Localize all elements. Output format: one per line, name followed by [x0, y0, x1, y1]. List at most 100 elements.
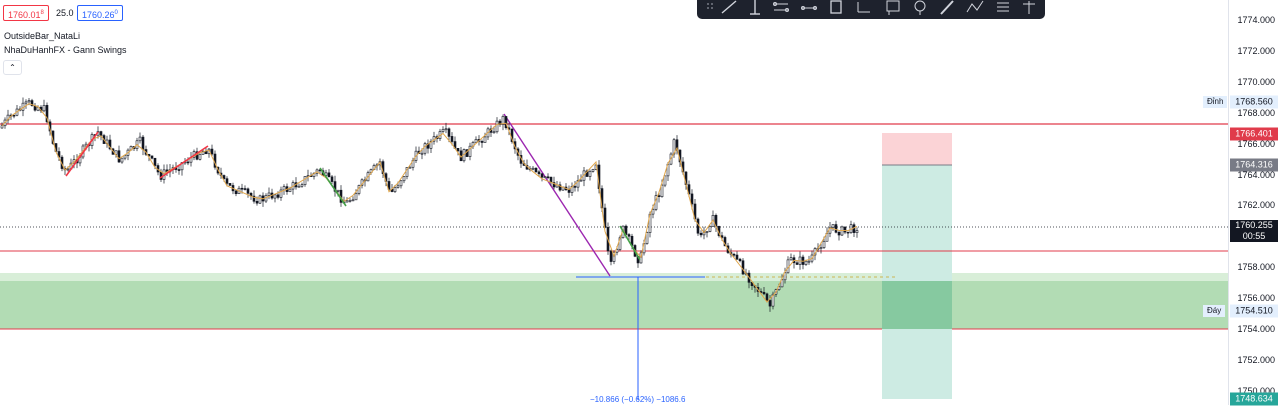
bid-price: 1760.01: [8, 10, 41, 20]
candle-body: [444, 128, 448, 131]
swing-segment-green-1: [319, 167, 347, 207]
candle-body: [846, 231, 850, 234]
candle-body: [246, 188, 250, 194]
candle-body: [495, 120, 499, 133]
parallel-channel-icon[interactable]: [771, 0, 791, 16]
candle-body: [696, 218, 700, 234]
drawing-toolbar[interactable]: [697, 0, 1045, 19]
candle-body: [663, 175, 667, 186]
ask-price-box[interactable]: 1760.260: [77, 5, 123, 21]
candle-body: [123, 155, 127, 159]
current-price-label: 1760.255 00:55: [1230, 220, 1278, 242]
candle-body: [552, 182, 556, 188]
candle-body: [222, 175, 226, 179]
candle-body: [423, 143, 427, 154]
candle-body: [441, 129, 445, 132]
bid-price-box[interactable]: 1760.018: [3, 5, 49, 21]
candle-body: [99, 131, 103, 136]
candle-body: [732, 253, 736, 256]
candle-body: [210, 148, 214, 155]
candle-body: [645, 232, 649, 244]
vertical-line-icon[interactable]: [745, 0, 765, 16]
price-tick: 1770.000: [1237, 76, 1275, 87]
candle-body: [543, 176, 547, 179]
price-axis[interactable]: 1774.000 1772.000 1770.000 1768.000 1766.000…: [1203, 0, 1280, 406]
candle-body: [117, 150, 121, 163]
chevron-up-icon: ⌃: [9, 63, 16, 72]
candle-body: [795, 262, 799, 265]
candle-body: [330, 176, 334, 182]
candle-body: [198, 154, 202, 160]
dots-grip-icon[interactable]: [703, 0, 723, 16]
gann-swing-line: [1, 103, 858, 303]
candle-body: [240, 187, 244, 190]
price-tick: 1766.000: [1237, 138, 1275, 149]
candle-body: [783, 272, 787, 281]
candle-body: [252, 195, 256, 202]
spread-value: 25.0: [56, 8, 74, 18]
high-tag: Đỉnh: [1203, 96, 1228, 108]
stack-icon[interactable]: [993, 0, 1013, 16]
anchor-icon[interactable]: [1019, 0, 1039, 16]
candle-body: [12, 114, 16, 117]
path-icon[interactable]: [965, 0, 985, 16]
candle-body: [591, 169, 595, 172]
chart-area[interactable]: 1760.018 25.0 1760.260 OutsideBar_NataLi…: [0, 0, 1228, 405]
price-tick: 1750.000: [1237, 385, 1275, 396]
candle-body: [408, 166, 412, 169]
rectangle-icon[interactable]: [826, 0, 846, 16]
horizontal-ray-icon[interactable]: [799, 0, 819, 16]
candle-body: [177, 169, 181, 171]
candle-body: [396, 185, 400, 188]
candle-body: [657, 195, 661, 198]
price-plot[interactable]: [0, 0, 1228, 405]
candle-body: [504, 116, 508, 129]
candle-body: [447, 128, 451, 137]
price-tick: 1754.000: [1237, 324, 1275, 334]
candle-body: [579, 179, 583, 182]
brush-icon[interactable]: [937, 0, 957, 16]
short-position-risk[interactable]: [882, 133, 952, 165]
candle-body: [450, 136, 454, 142]
candle-body: [804, 260, 808, 265]
candle-body: [831, 224, 835, 228]
entry-label: 1764.316: [1230, 158, 1278, 172]
candle-body: [585, 170, 589, 177]
candle-body: [843, 226, 847, 233]
candle-body: [741, 260, 745, 275]
candle-body: [558, 184, 562, 191]
swing-segment-red-1: [65, 131, 99, 177]
candle-body: [771, 293, 775, 307]
ray-icon[interactable]: [854, 0, 874, 16]
candle-body: [609, 250, 613, 262]
candle-body: [420, 152, 424, 155]
trend-line[interactable]: [503, 113, 611, 277]
candle-body: [282, 186, 286, 191]
candle-body: [429, 140, 433, 149]
candle-body: [141, 136, 145, 150]
flag-icon[interactable]: [883, 0, 903, 16]
resistance-label: 1766.401: [1230, 127, 1278, 141]
candle-body: [186, 161, 190, 164]
candle-body: [534, 167, 538, 173]
ask-price: 1760.26: [82, 10, 115, 20]
indicator-gann-swings[interactable]: NhaDuHanhFX - Gann Swings: [4, 45, 127, 55]
candle-body: [345, 200, 349, 203]
swing-segment-red-2: [159, 145, 209, 179]
candle-body: [201, 150, 205, 155]
candle-body: [501, 116, 505, 125]
indicator-outsidebar[interactable]: OutsideBar_NataLi: [4, 31, 81, 41]
candle-body: [0, 125, 4, 129]
low-tag: Đáy: [1203, 305, 1226, 317]
trend-line-icon[interactable]: [719, 0, 739, 16]
candle-body: [660, 184, 664, 198]
price-tick: 1762.000: [1237, 200, 1275, 211]
candle-body: [738, 258, 742, 262]
candle-body: [150, 155, 154, 159]
price-tick: 1774.000: [1237, 15, 1275, 25]
support-zone[interactable]: [0, 281, 1228, 329]
candle-body: [27, 100, 31, 103]
collapse-button[interactable]: ⌃: [3, 60, 22, 75]
candle-body: [468, 145, 472, 157]
pin-icon[interactable]: [910, 0, 930, 16]
